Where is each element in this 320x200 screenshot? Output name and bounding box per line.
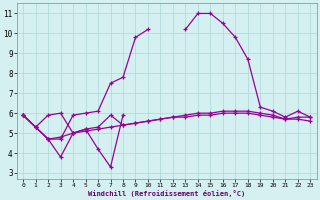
X-axis label: Windchill (Refroidissement éolien,°C): Windchill (Refroidissement éolien,°C) <box>88 190 245 197</box>
